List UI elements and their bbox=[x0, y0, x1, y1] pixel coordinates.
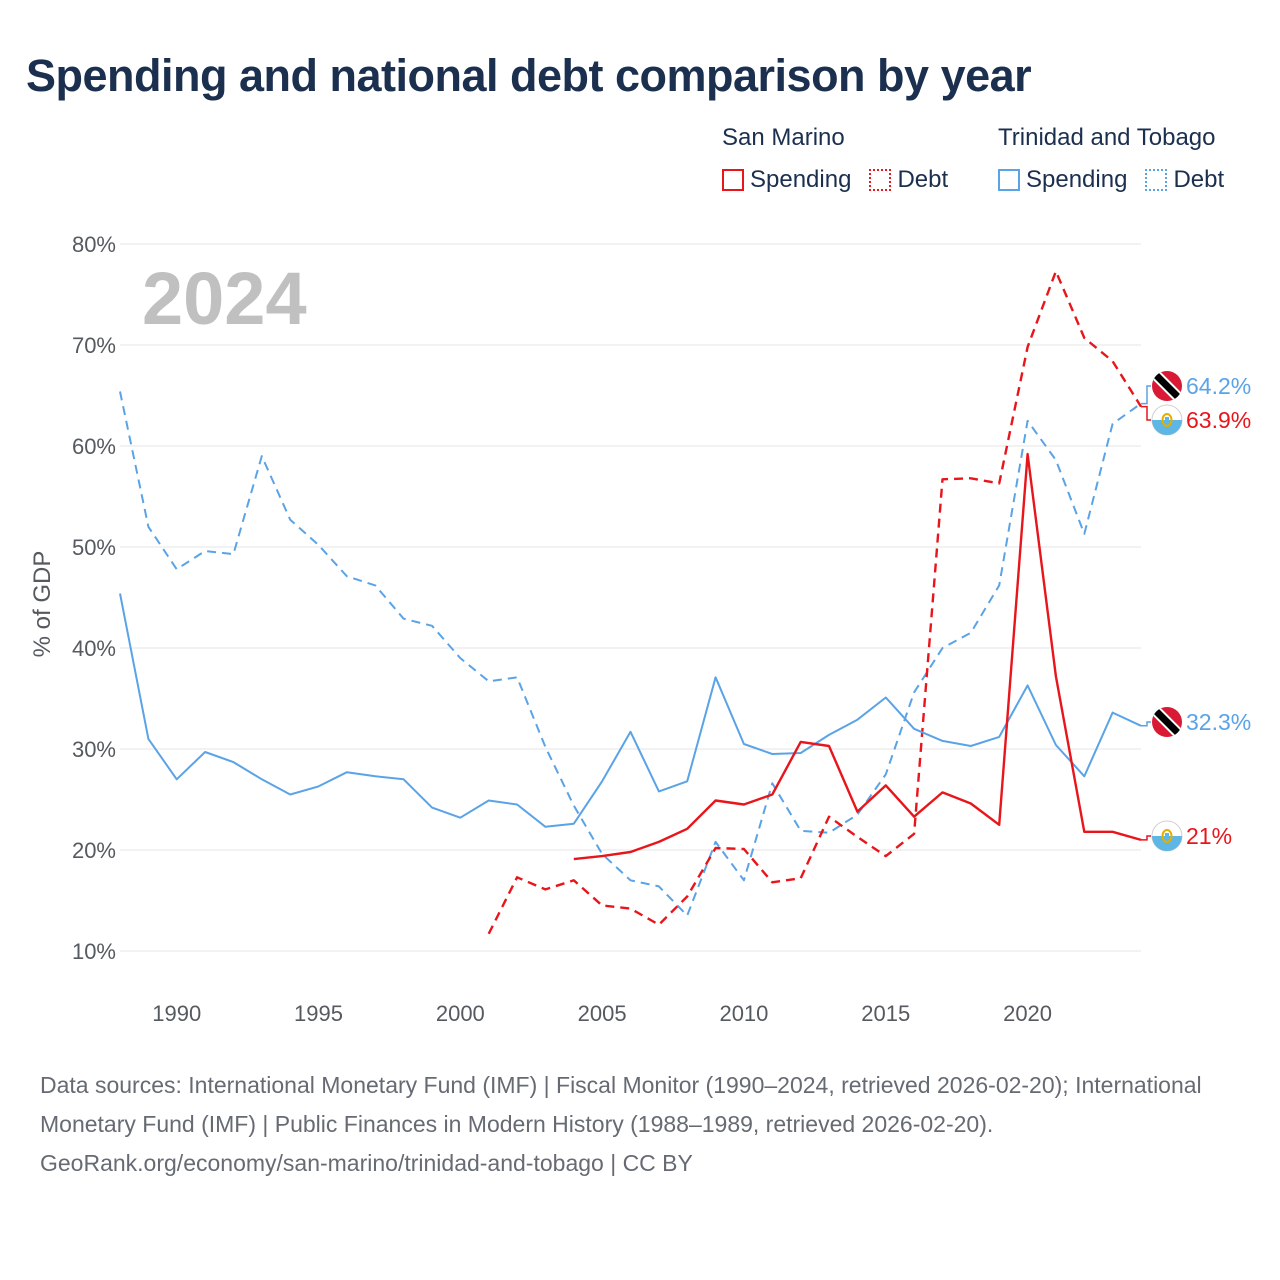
legend-row-san-marino: Spending Debt bbox=[722, 166, 966, 194]
series-line-trinidad-and-tobago-spending[interactable] bbox=[119, 593, 1142, 828]
y-tick-label: 50% bbox=[72, 535, 116, 560]
end-value-label: 64.2% bbox=[1186, 373, 1251, 399]
series-lines bbox=[119, 270, 1143, 935]
legend-swatch-dotted bbox=[1145, 169, 1168, 191]
x-tick-label: 2015 bbox=[861, 1001, 910, 1026]
y-tick-label: 30% bbox=[72, 737, 116, 762]
legend-item-trinidad-spending[interactable]: Spending bbox=[998, 166, 1127, 194]
series-line-san-marino-spending[interactable] bbox=[573, 452, 1142, 861]
y-tick-label: 20% bbox=[72, 838, 116, 863]
y-axis-label: % of GDP bbox=[29, 551, 56, 658]
series-line-trinidad-and-tobago-debt[interactable] bbox=[119, 391, 1142, 917]
trinidad-flag-icon bbox=[1152, 707, 1182, 737]
x-tick-label: 2000 bbox=[436, 1001, 485, 1026]
x-tick-label: 2020 bbox=[1003, 1001, 1052, 1026]
data-sources: Data sources: International Monetary Fun… bbox=[40, 1072, 1202, 1137]
year-watermark: 2024 bbox=[142, 257, 307, 340]
legend-label: Spending bbox=[750, 166, 852, 193]
line-chart: 2024 10% 20% 30% 40% 50% 60% 70% 80% 1990 1995 20… bbox=[29, 232, 1251, 1026]
y-tick-label: 60% bbox=[72, 434, 116, 459]
y-tick-label: 70% bbox=[72, 333, 116, 358]
san-marino-flag-icon bbox=[1151, 404, 1183, 436]
legend-item-san-marino-debt[interactable]: Debt bbox=[869, 166, 948, 194]
x-tick-label: 2005 bbox=[578, 1001, 627, 1026]
legend-group-trinidad-and-tobago: Trinidad and Tobago bbox=[998, 124, 1216, 151]
legend-label: Spending bbox=[1026, 166, 1128, 193]
legend-label: Debt bbox=[1173, 166, 1225, 193]
end-label-connector bbox=[1141, 405, 1151, 421]
end-value-label: 21% bbox=[1186, 823, 1232, 849]
x-axis-ticks: 1990 1995 2000 2005 2010 2015 2020 bbox=[152, 1001, 1052, 1026]
legend-swatch-dotted bbox=[869, 169, 892, 191]
legend-item-trinidad-debt[interactable]: Debt bbox=[1145, 166, 1224, 194]
end-labels: 64.2% 63.9% 32.3% 21% bbox=[1141, 371, 1251, 852]
end-value-label: 63.9% bbox=[1186, 407, 1251, 433]
x-tick-label: 2010 bbox=[719, 1001, 768, 1026]
x-tick-label: 1995 bbox=[294, 1001, 343, 1026]
end-label-connector bbox=[1141, 721, 1151, 727]
footer: Data sources: International Monetary Fun… bbox=[40, 1066, 1240, 1183]
legend-label: Debt bbox=[897, 166, 949, 193]
end-value-label: 32.3% bbox=[1186, 709, 1251, 735]
end-label-connector bbox=[1141, 835, 1151, 841]
san-marino-flag-icon bbox=[1151, 820, 1183, 852]
legend-row-trinidad-and-tobago: Spending Debt bbox=[998, 166, 1242, 194]
y-tick-label: 80% bbox=[72, 232, 116, 257]
chart-title: Spending and national debt comparison by… bbox=[26, 50, 1032, 101]
end-label-connector bbox=[1141, 385, 1151, 405]
gridlines bbox=[120, 243, 1141, 952]
x-tick-label: 1990 bbox=[152, 1001, 201, 1026]
legend-item-san-marino-spending[interactable]: Spending bbox=[722, 166, 851, 194]
legend-swatch-solid bbox=[722, 169, 744, 191]
legend-group-san-marino: San Marino bbox=[722, 124, 845, 151]
trinidad-flag-icon bbox=[1152, 371, 1182, 401]
legend-swatch-solid bbox=[998, 169, 1020, 191]
y-axis-ticks: 10% 20% 30% 40% 50% 60% 70% 80% bbox=[72, 232, 116, 964]
y-tick-label: 10% bbox=[72, 939, 116, 964]
attribution-link[interactable]: GeoRank.org/economy/san-marino/trinidad-… bbox=[40, 1150, 693, 1176]
y-tick-label: 40% bbox=[72, 636, 116, 661]
series-line-san-marino-debt[interactable] bbox=[487, 270, 1143, 935]
